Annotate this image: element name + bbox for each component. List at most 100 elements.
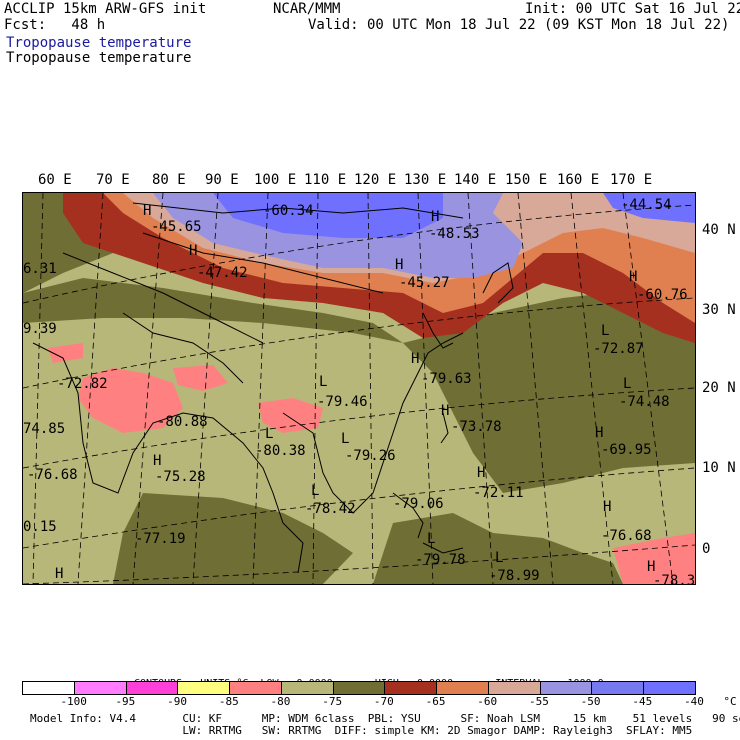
- value-label: -45.27: [399, 275, 450, 291]
- field-dark-olive-south: [113, 493, 353, 584]
- lon-label: 150 E: [505, 172, 548, 188]
- colorbar-tick-label: -90: [167, 695, 187, 708]
- model-info-line2: LW: RRTMG SW: RRTMG DIFF: simple KM: 2D …: [30, 724, 693, 737]
- lon-label: 140 E: [454, 172, 497, 188]
- field-title: Tropopause temperature: [6, 50, 192, 66]
- pressure-high-label: H: [647, 559, 655, 575]
- lon-label: 130 E: [404, 172, 447, 188]
- colorbar-tick-label: -65: [425, 695, 446, 708]
- field-pink-patch-se: [613, 533, 695, 584]
- lat-label: 40 N: [702, 222, 736, 238]
- colorbar-swatch: [178, 682, 231, 694]
- pressure-high-label: H: [153, 453, 161, 469]
- value-label: -72.87: [593, 341, 644, 357]
- map-annotations: H -45.65 -60.34 H -48.53 -44.54 H -47.42…: [23, 197, 695, 584]
- pressure-high-label: H: [189, 243, 197, 259]
- pressure-low-label: L: [427, 531, 435, 547]
- colorbar-tick-label: -80: [270, 695, 291, 708]
- init-time: Init: 00 UTC Sat 16 Jul 22: [525, 1, 740, 17]
- pressure-low-label: L: [341, 431, 349, 447]
- colorbar-tick-label: -40: [684, 695, 704, 708]
- pressure-high-label: H: [603, 499, 611, 515]
- value-label: -44.54: [621, 197, 672, 213]
- pressure-low-label: L: [623, 376, 631, 392]
- value-label: 9.39: [23, 321, 57, 337]
- colorbar-swatch: [592, 682, 645, 694]
- value-label: 6.31: [23, 261, 57, 277]
- value-label: -78.3: [653, 573, 695, 584]
- pressure-low-label: L: [311, 483, 319, 499]
- field-dark-olive-central: [23, 278, 403, 343]
- value-label: -80.38: [255, 443, 306, 459]
- pressure-high-label: H: [595, 425, 603, 441]
- value-label: -79.06: [393, 496, 444, 512]
- colorbar-tick-label: -70: [373, 695, 394, 708]
- field-pink-patch-west: [48, 343, 83, 363]
- colorbar-swatch: [230, 682, 282, 694]
- coastlines: [32, 202, 514, 574]
- lon-label: 120 E: [354, 172, 397, 188]
- pressure-low-label: L: [319, 374, 327, 390]
- colorbar-tick-label: -60: [477, 695, 498, 708]
- lon-label: 110 E: [304, 172, 347, 188]
- colorbar-tick-label: -75: [322, 695, 343, 708]
- value-label: -79.26: [345, 448, 396, 464]
- map-canvas: H -45.65 -60.34 H -48.53 -44.54 H -47.42…: [23, 193, 695, 584]
- value-label: -45.65: [151, 219, 202, 235]
- lon-label: 170 E: [610, 172, 653, 188]
- colorbar-swatch: [333, 682, 386, 694]
- colorbar-swatch: [281, 682, 334, 694]
- lon-label: 60 E: [38, 172, 72, 188]
- org-label: NCAR/MMM: [273, 1, 341, 17]
- forecast-hour: Fcst: 48 h: [4, 17, 106, 33]
- value-label: -48.53: [429, 226, 480, 242]
- colorbar-tick-label: -100: [60, 695, 87, 708]
- pressure-low-label: L: [265, 426, 273, 442]
- field-dark-olive-sea: [373, 513, 623, 584]
- value-label: -78.42: [305, 501, 356, 517]
- lat-label: 10 N: [702, 460, 736, 476]
- value-label: -72.11: [473, 485, 524, 501]
- pressure-high-label: H: [477, 465, 485, 481]
- lon-label: 100 E: [254, 172, 297, 188]
- colorbar-tick-label: -85: [218, 695, 239, 708]
- value-label: -76.68: [27, 467, 78, 483]
- pressure-high-label: H: [411, 351, 419, 367]
- lon-label: 160 E: [557, 172, 600, 188]
- colorbar-swatch: [644, 682, 695, 694]
- pressure-high-label: H: [629, 269, 637, 285]
- valid-time: Valid: 00 UTC Mon 18 Jul 22 (09 KST Mon …: [308, 17, 730, 33]
- model-title: ACCLIP 15km ARW-GFS init: [4, 1, 207, 17]
- field-pink-patch-central: [173, 365, 228, 391]
- field-dark-olive-east: [403, 283, 695, 493]
- colorbar-swatch: [385, 682, 438, 694]
- colorbar-tick-label: -45: [632, 695, 653, 708]
- colorbar-swatch: [437, 682, 489, 694]
- pressure-high-label: H: [431, 209, 439, 225]
- colorbar-swatch: [126, 682, 179, 694]
- model-info-line1: Model Info: V4.4 CU: KF MP: WDM 6class P…: [30, 712, 740, 725]
- colorbar-swatch: [23, 682, 75, 694]
- lon-label: 80 E: [152, 172, 186, 188]
- pressure-high-label: H: [55, 566, 63, 582]
- colorbar-swatch: [488, 682, 541, 694]
- lat-label: 20 N: [702, 380, 736, 396]
- field-pink-patch-bay: [258, 398, 323, 433]
- lat-label: 0: [702, 541, 711, 557]
- lat-label: 30 N: [702, 302, 736, 318]
- colorbar-tick-label: -50: [580, 695, 601, 708]
- graticule: [23, 193, 695, 584]
- lon-label: 90 E: [205, 172, 239, 188]
- colorbar-tick-label: -55: [528, 695, 549, 708]
- value-label: 74.85: [23, 421, 65, 437]
- value-label: -60.76: [637, 287, 688, 303]
- weather-map[interactable]: H -45.65 -60.34 H -48.53 -44.54 H -47.42…: [22, 192, 696, 585]
- field-pink-patch-india: [78, 368, 183, 433]
- colorbar: [22, 681, 696, 695]
- pressure-high-label: H: [441, 403, 449, 419]
- colorbar-swatch: [74, 682, 127, 694]
- pressure-high-label: H: [143, 203, 151, 219]
- field-title-blue: Tropopause temperature: [6, 35, 192, 51]
- value-label: -76.68: [601, 528, 652, 544]
- value-label: -77.19: [135, 531, 186, 547]
